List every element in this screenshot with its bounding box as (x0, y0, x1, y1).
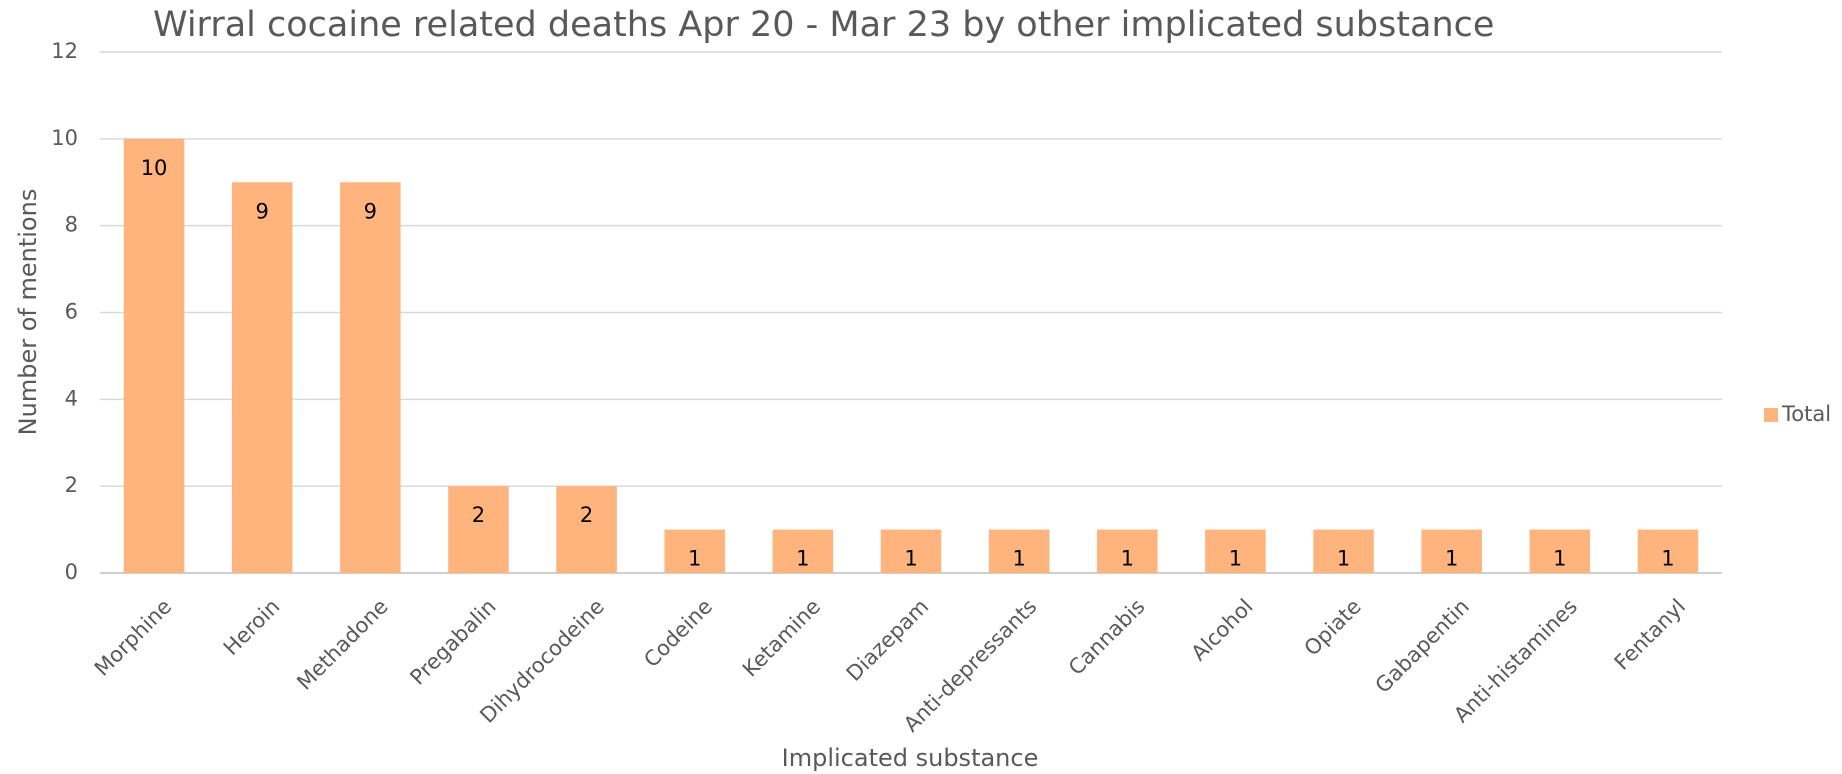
data-label: 1 (1337, 547, 1350, 571)
bar (231, 182, 293, 573)
data-label: 1 (1661, 547, 1674, 571)
x-tick-label: Alcohol (1187, 594, 1258, 665)
bar (448, 486, 509, 573)
y-tick-label: 12 (51, 39, 78, 63)
data-label: 2 (580, 503, 593, 527)
x-tick-label: Morphine (90, 594, 176, 680)
x-tick-label: Methadone (292, 594, 392, 694)
bar (1421, 529, 1482, 573)
bar (123, 138, 185, 574)
bar (340, 182, 401, 573)
data-label: 1 (688, 547, 701, 571)
x-tick-label: Diazepam (842, 594, 934, 686)
x-tick-label: Cannabis (1064, 594, 1150, 680)
bar (556, 486, 617, 573)
data-label: 1 (796, 547, 809, 571)
bar (880, 529, 942, 573)
legend-swatch (1764, 408, 1778, 422)
data-label: 1 (1445, 547, 1458, 571)
y-axis-label: Number of mentions (14, 189, 42, 436)
x-tick-label: Pregabalin (405, 594, 500, 689)
bar (1313, 529, 1374, 573)
bar (1205, 529, 1266, 573)
bar (664, 529, 726, 573)
x-tick-label: Codeine (639, 594, 717, 672)
data-label: 2 (472, 503, 485, 527)
data-label: 1 (1229, 547, 1242, 571)
y-tick-label: 6 (65, 300, 78, 324)
x-tick-label: Ketamine (738, 594, 825, 681)
data-label: 9 (256, 199, 269, 223)
x-tick-label: Gabapentin (1371, 594, 1474, 697)
data-label: 1 (1553, 547, 1566, 571)
x-tick-label: Opiate (1300, 594, 1366, 660)
data-label: 1 (904, 547, 917, 571)
data-label: 10 (141, 156, 168, 180)
bar (988, 529, 1050, 573)
data-label: 1 (1121, 547, 1134, 571)
legend-label: Total (1781, 402, 1831, 426)
bar (1529, 529, 1591, 573)
y-tick-label: 10 (51, 126, 78, 150)
x-axis-label: Implicated substance (782, 744, 1039, 772)
y-tick-label: 0 (65, 560, 78, 584)
bar (772, 529, 834, 573)
x-tick-label: Heroin (219, 594, 285, 660)
chart-title: Wirral cocaine related deaths Apr 20 - M… (153, 5, 1494, 45)
y-tick-label: 8 (65, 213, 78, 237)
bar (1096, 529, 1158, 573)
y-tick-label: 4 (65, 386, 78, 410)
bar (1637, 529, 1699, 573)
data-label: 9 (364, 199, 377, 223)
y-tick-label: 2 (65, 473, 78, 497)
x-tick-label: Fentanyl (1610, 594, 1690, 674)
data-label: 1 (1012, 547, 1025, 571)
